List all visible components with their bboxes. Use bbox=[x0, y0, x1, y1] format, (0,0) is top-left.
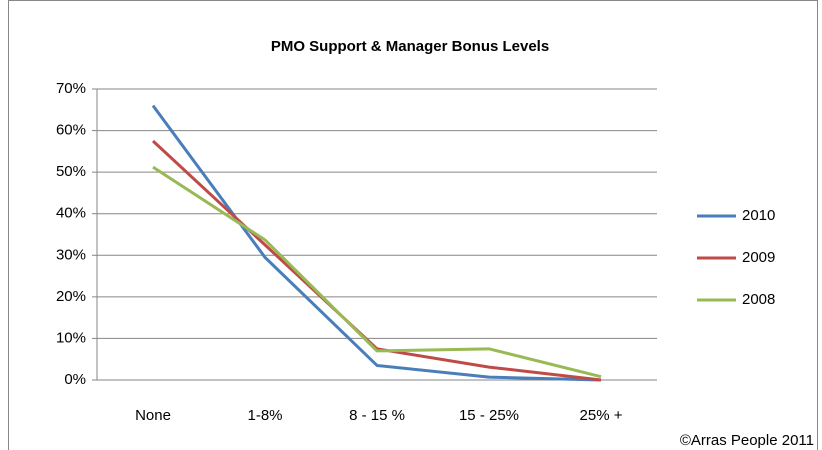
y-tick-label: 10% bbox=[56, 329, 86, 346]
x-tick-label: None bbox=[135, 407, 171, 424]
series-line bbox=[151, 104, 602, 382]
legend-label: 2008 bbox=[742, 291, 775, 308]
chart-frame bbox=[8, 0, 818, 450]
y-tick-label: 0% bbox=[64, 371, 86, 388]
y-tick-label: 70% bbox=[56, 80, 86, 97]
x-tick-label: 1-8% bbox=[247, 407, 282, 424]
legend-label: 2010 bbox=[742, 207, 775, 224]
y-tick-label: 60% bbox=[56, 122, 86, 139]
legend-label: 2009 bbox=[742, 249, 775, 266]
series-line bbox=[152, 165, 602, 379]
copyright: ©Arras People 2011 bbox=[680, 432, 814, 449]
y-tick-label: 20% bbox=[56, 288, 86, 305]
y-tick-label: 30% bbox=[56, 246, 86, 263]
chart-title: PMO Support & Manager Bonus Levels bbox=[271, 38, 549, 55]
y-tick-label: 40% bbox=[56, 205, 86, 222]
x-tick-label: 25% + bbox=[580, 407, 623, 424]
y-tick-label: 50% bbox=[56, 163, 86, 180]
x-tick-label: 15 - 25% bbox=[459, 407, 519, 424]
x-tick-label: 8 - 15 % bbox=[349, 407, 405, 424]
